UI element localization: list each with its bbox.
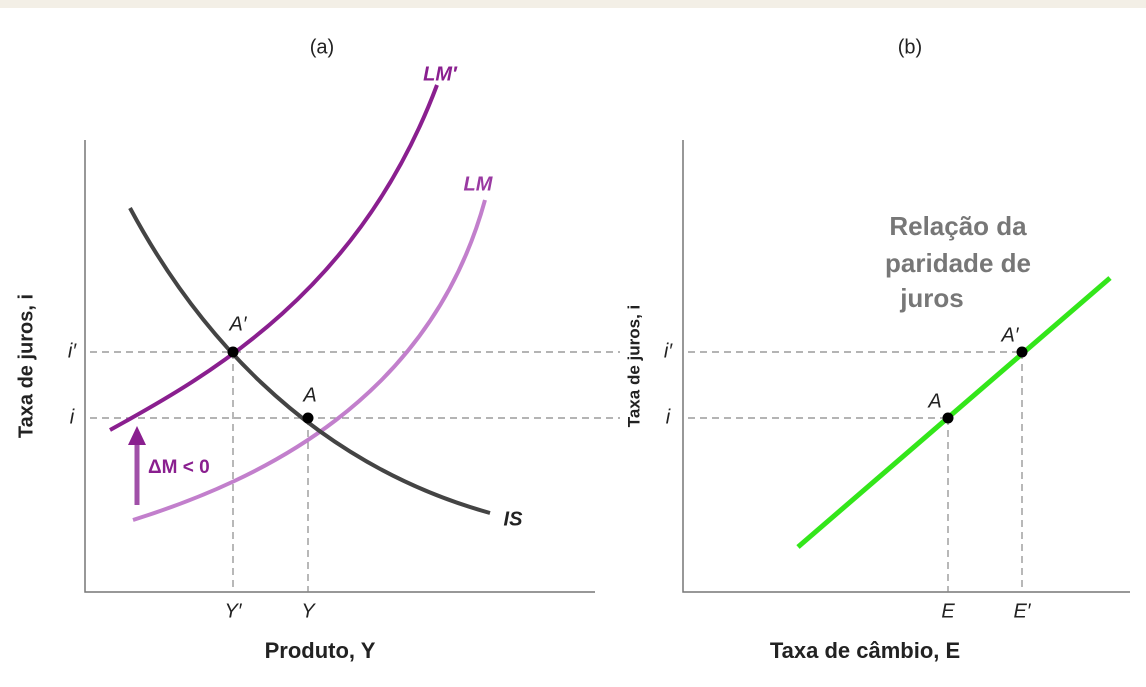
x-tick-label: E — [941, 600, 955, 622]
y-tick-label: i — [70, 406, 75, 428]
is-curve — [128, 207, 491, 515]
curve-label: LM′ — [423, 63, 458, 85]
annotation: ΔM < 0 — [148, 457, 210, 478]
point-label: A — [927, 390, 941, 412]
curve-label: paridade de — [885, 248, 1031, 278]
point-label: A′ — [1000, 324, 1019, 346]
arrow-head — [128, 426, 146, 445]
y-tick-label: i — [666, 406, 671, 428]
point — [942, 412, 954, 424]
point — [302, 412, 314, 424]
point — [227, 346, 239, 358]
guide-lines-a — [90, 351, 620, 592]
x-tick-label: Y′ — [224, 600, 242, 622]
axes-b — [682, 140, 1130, 593]
guide-lines-b — [688, 351, 1023, 592]
curve-label: juros — [899, 283, 964, 313]
top-strip — [0, 0, 1146, 8]
point — [1016, 346, 1028, 358]
x-axis-label: Taxa de câmbio, E — [770, 638, 960, 663]
panel-label: (a) — [310, 36, 334, 58]
curve-label: Relação da — [889, 211, 1027, 241]
x-tick-label: E′ — [1013, 600, 1031, 622]
x-tick-label: Y — [301, 600, 316, 622]
point-label: A′ — [228, 313, 247, 335]
parity-line — [796, 276, 1112, 549]
curve-label: LM — [464, 173, 494, 195]
curve-label: IS — [504, 508, 524, 530]
point-label: A — [302, 384, 316, 406]
x-axis-label: Produto, Y — [265, 638, 376, 663]
panel-label: (b) — [898, 36, 922, 58]
y-tick-label: i′ — [664, 340, 673, 362]
y-tick-label: i′ — [68, 340, 77, 362]
y-axis-label: Taxa de juros, i — [15, 294, 37, 438]
y-axis-label: Taxa de juros, i — [624, 305, 643, 428]
lm-curve — [132, 199, 487, 522]
lm-prime-curve — [109, 84, 439, 432]
axes-a — [84, 140, 595, 593]
